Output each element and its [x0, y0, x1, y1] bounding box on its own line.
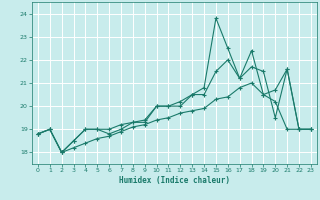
X-axis label: Humidex (Indice chaleur): Humidex (Indice chaleur) — [119, 176, 230, 185]
